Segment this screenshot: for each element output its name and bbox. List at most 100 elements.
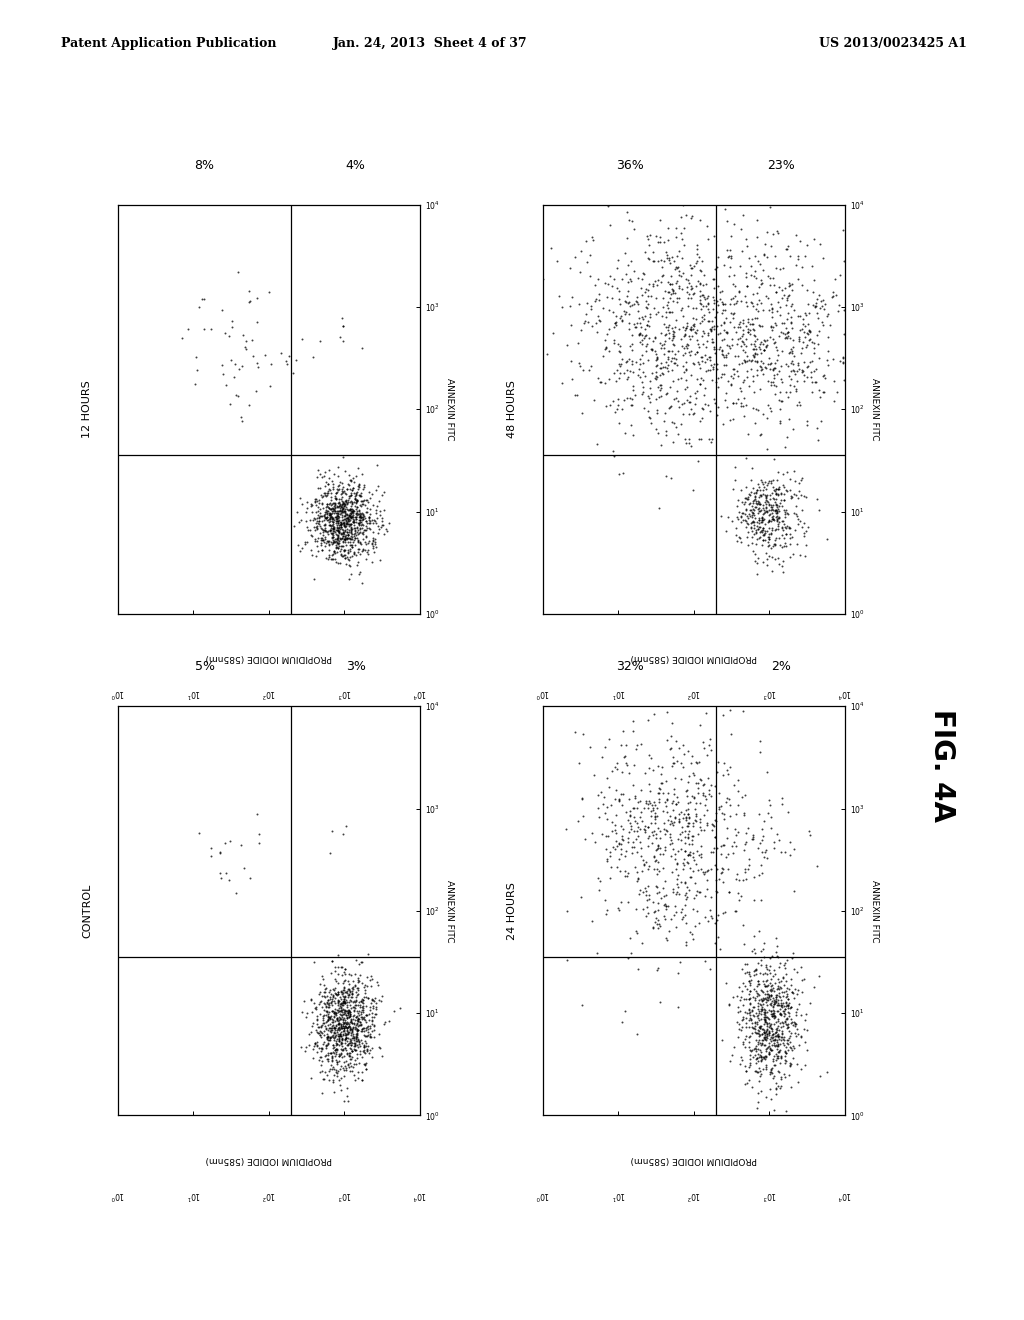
Point (316, 1068, 333, 1089)
Point (636, 818, 652, 840)
Point (768, 936, 784, 957)
Point (342, 1041, 358, 1063)
Point (338, 1051, 354, 1072)
Point (635, 263, 651, 284)
Point (344, 524, 360, 545)
Point (723, 374, 739, 395)
Point (635, 308, 651, 329)
Point (322, 504, 338, 525)
Point (752, 510, 768, 531)
Point (325, 1014, 341, 1035)
Point (770, 1035, 786, 1056)
Point (331, 1001, 347, 1022)
Point (650, 917, 667, 939)
Point (796, 523, 812, 544)
Point (745, 986, 762, 1007)
Point (664, 792, 680, 813)
Point (332, 1014, 348, 1035)
Point (776, 954, 793, 975)
Point (339, 521, 355, 543)
Point (327, 543, 343, 564)
Point (752, 424, 768, 445)
Point (649, 851, 666, 873)
Point (759, 1014, 775, 1035)
Point (325, 523, 341, 544)
Point (336, 540, 352, 561)
Point (657, 896, 674, 917)
Point (352, 506, 369, 527)
Point (347, 998, 364, 1019)
Point (757, 477, 773, 498)
Point (344, 528, 360, 549)
Point (617, 351, 634, 372)
Point (735, 334, 752, 355)
Point (298, 1002, 314, 1023)
Point (629, 734, 645, 755)
Point (641, 884, 657, 906)
Point (674, 279, 690, 300)
Point (691, 358, 708, 379)
Point (753, 1016, 769, 1038)
Point (353, 1020, 370, 1041)
Point (322, 467, 338, 488)
Point (835, 352, 851, 374)
Point (602, 214, 618, 235)
Point (324, 1048, 340, 1069)
Point (764, 508, 780, 529)
Point (761, 347, 777, 368)
Point (783, 279, 800, 300)
Point (308, 507, 325, 528)
Point (358, 490, 375, 511)
Point (336, 515, 352, 536)
Point (336, 1018, 352, 1039)
Point (659, 820, 676, 841)
Point (329, 1022, 345, 1043)
Point (715, 764, 731, 785)
Point (345, 997, 361, 1018)
Point (355, 1036, 372, 1057)
Point (775, 1012, 792, 1034)
Point (744, 491, 761, 512)
Point (745, 318, 762, 339)
Point (611, 335, 628, 356)
Point (337, 993, 353, 1014)
Point (218, 862, 234, 883)
Point (756, 524, 772, 545)
Point (640, 858, 656, 879)
Point (644, 821, 660, 842)
Point (771, 983, 787, 1005)
Point (613, 828, 630, 849)
Point (740, 1010, 757, 1031)
Point (662, 301, 678, 322)
Point (749, 512, 765, 533)
Point (594, 747, 610, 768)
Point (742, 484, 759, 506)
Point (782, 352, 799, 374)
Point (643, 339, 659, 360)
Point (327, 1027, 343, 1048)
Point (804, 381, 820, 403)
Point (751, 985, 767, 1006)
Point (736, 352, 753, 374)
Point (759, 1026, 775, 1047)
Point (249, 352, 265, 374)
Point (644, 795, 660, 816)
Point (750, 983, 766, 1005)
Point (728, 985, 744, 1006)
Point (754, 998, 770, 1019)
Point (656, 840, 673, 861)
Point (659, 789, 676, 810)
Point (743, 502, 760, 523)
Point (353, 1002, 370, 1023)
Point (345, 529, 361, 550)
Point (743, 499, 760, 520)
Point (325, 1051, 341, 1072)
Point (336, 500, 352, 521)
Point (215, 363, 231, 384)
Point (746, 319, 763, 341)
Point (647, 911, 664, 932)
Point (758, 478, 774, 499)
Point (334, 1047, 350, 1068)
Point (589, 321, 605, 342)
Point (725, 286, 741, 308)
